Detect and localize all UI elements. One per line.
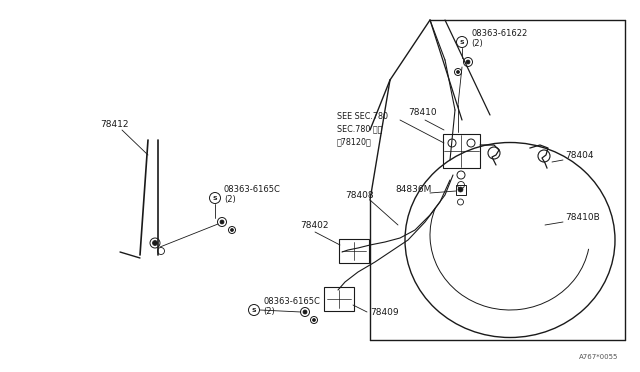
Text: (2): (2)	[471, 39, 483, 48]
Circle shape	[303, 310, 307, 314]
Circle shape	[458, 187, 463, 192]
Text: S: S	[212, 196, 218, 201]
Circle shape	[466, 60, 470, 64]
Circle shape	[456, 71, 460, 74]
Text: (2): (2)	[263, 307, 275, 316]
Text: 78410B: 78410B	[565, 213, 600, 222]
Text: 78412: 78412	[100, 120, 129, 129]
Text: 08363-6165C: 08363-6165C	[263, 297, 320, 306]
Text: 08363-61622: 08363-61622	[471, 29, 527, 38]
Circle shape	[312, 318, 316, 321]
Text: 78408: 78408	[345, 191, 374, 200]
Text: (2): (2)	[224, 195, 236, 204]
Text: SEE SEC.780
SEC.780 参照
（78120）: SEE SEC.780 SEC.780 参照 （78120）	[337, 112, 388, 146]
Text: S: S	[252, 308, 256, 312]
Text: 08363-6165C: 08363-6165C	[224, 185, 281, 194]
Text: 78402: 78402	[300, 221, 328, 230]
Text: 84836M: 84836M	[395, 185, 431, 194]
Text: 78410: 78410	[408, 108, 436, 117]
Circle shape	[220, 220, 224, 224]
Text: A767*0055: A767*0055	[579, 354, 618, 360]
Text: S: S	[460, 39, 464, 45]
Circle shape	[230, 228, 234, 231]
Text: 78409: 78409	[370, 308, 399, 317]
Text: 78404: 78404	[565, 151, 593, 160]
Circle shape	[152, 241, 157, 246]
